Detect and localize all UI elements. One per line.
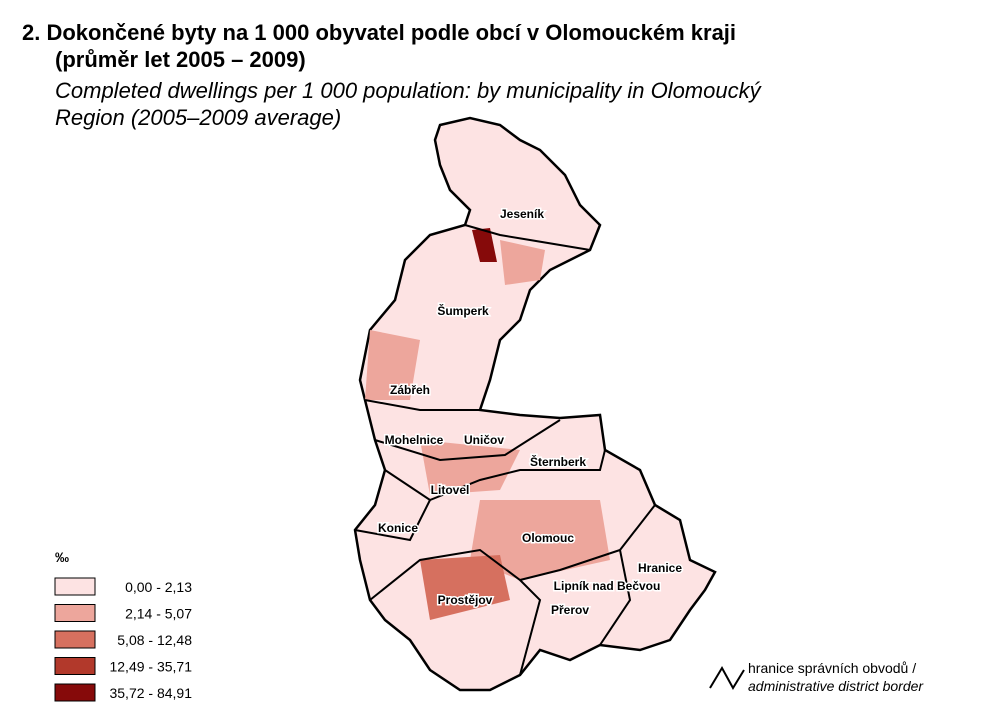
district-label: Zábřeh (390, 383, 430, 397)
district-label: Šumperk (437, 303, 489, 318)
district-label: Hranice (638, 561, 682, 575)
area (365, 330, 420, 400)
district-label: Uničov (464, 433, 504, 447)
area (420, 440, 520, 495)
border-legend-icon (709, 665, 745, 690)
district-label: Jeseník (500, 207, 544, 221)
title: (průměr let 2005 – 2009) (55, 47, 306, 72)
area (472, 228, 497, 262)
district-border (354, 499, 431, 542)
district-border (464, 224, 591, 251)
border-legend-text: hranice správních obvodů / (748, 660, 916, 676)
legend-swatch (54, 577, 96, 596)
area (420, 555, 510, 620)
district-label: Konice (378, 521, 418, 535)
district-label: Přerov (551, 603, 589, 617)
district-border (364, 399, 480, 411)
legend-label: 12,49 - 35,71 (109, 659, 192, 675)
border-legend-text: administrative district border (748, 678, 924, 694)
district-label: Prostějov (438, 593, 493, 607)
legend-unit: ‰ (55, 549, 69, 565)
district-border (374, 419, 561, 462)
region-outline (353, 116, 717, 692)
district-label: Mohelnice (385, 433, 444, 447)
district-label: Olomouc (522, 531, 574, 545)
title: 2. Dokončené byty na 1 000 obyvatel podl… (22, 20, 736, 45)
subtitle: Region (2005–2009 average) (55, 105, 341, 130)
district-border (599, 549, 632, 646)
legend-label: 0,00 - 2,13 (125, 579, 192, 595)
legend-swatch (54, 630, 96, 649)
legend-label: 2,14 - 5,07 (125, 606, 192, 622)
subtitle: Completed dwellings per 1 000 population… (55, 78, 763, 103)
legend-swatch (54, 657, 96, 675)
district-label: Šternberk (530, 454, 586, 469)
district-label: Litovel (431, 483, 470, 497)
legend-swatch (54, 683, 96, 702)
district-label: Lipník nad Bečvou (554, 579, 661, 593)
legend-label: 5,08 - 12,48 (117, 632, 192, 648)
region-map (353, 116, 717, 692)
district-border (519, 579, 542, 676)
area (470, 500, 610, 580)
district-border (384, 449, 606, 502)
area (500, 240, 545, 285)
legend-label: 35,72 - 84,91 (109, 685, 192, 701)
legend-swatch (54, 604, 96, 622)
